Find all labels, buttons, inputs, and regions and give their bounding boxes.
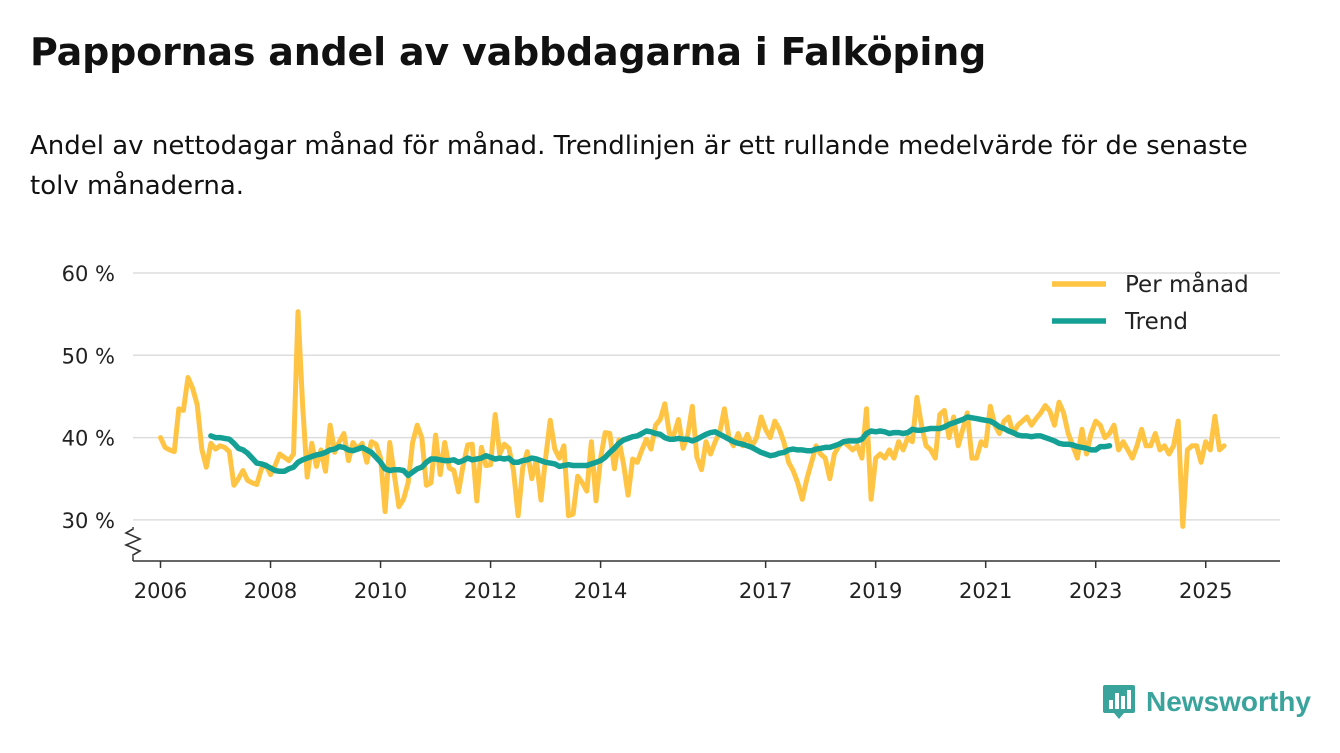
y-tick-label: 40 % xyxy=(62,427,115,451)
y-axis-labels: 30 % 40 % 50 % 60 % xyxy=(62,262,115,533)
x-tick-label: 2006 xyxy=(134,579,187,603)
legend-label: Trend xyxy=(1124,309,1188,335)
bar-chart-speech-bubble-icon xyxy=(1103,685,1135,719)
y-tick-label: 60 % xyxy=(62,262,115,286)
x-tick-label: 2023 xyxy=(1069,579,1122,603)
legend: Per månad Trend xyxy=(1052,270,1249,335)
x-axis-labels: 2006 2008 2010 2012 2014 2017 2019 2021 2023 2025 xyxy=(134,579,1233,603)
y-tick-label: 50 % xyxy=(62,344,115,368)
x-tick-label: 2025 xyxy=(1179,579,1232,603)
brand-name: Newsworthy xyxy=(1146,686,1311,717)
x-axis xyxy=(117,525,1280,568)
legend-label: Per månad xyxy=(1125,270,1249,298)
x-tick-label: 2017 xyxy=(739,579,792,603)
x-tick-label: 2012 xyxy=(464,579,517,603)
chart-title: Pappornas andel av vabbdagarna i Falköpi… xyxy=(30,30,987,74)
x-tick-label: 2008 xyxy=(244,579,297,603)
axis-break-icon xyxy=(123,528,143,556)
y-tick-label: 30 % xyxy=(62,509,115,533)
newsworthy-logo: Newsworthy xyxy=(1102,683,1311,721)
grid-lines xyxy=(133,272,1280,521)
x-tick-label: 2021 xyxy=(959,579,1012,603)
chart-subtitle: Andel av nettodagar månad för månad. Tre… xyxy=(30,131,1248,201)
series-lines xyxy=(158,309,1227,529)
series-line-per-manad xyxy=(158,309,1227,529)
x-tick-label: 2014 xyxy=(574,579,627,603)
series-line-trend xyxy=(208,414,1113,479)
x-tick-label: 2010 xyxy=(354,579,407,603)
x-tick-label: 2019 xyxy=(849,579,902,603)
